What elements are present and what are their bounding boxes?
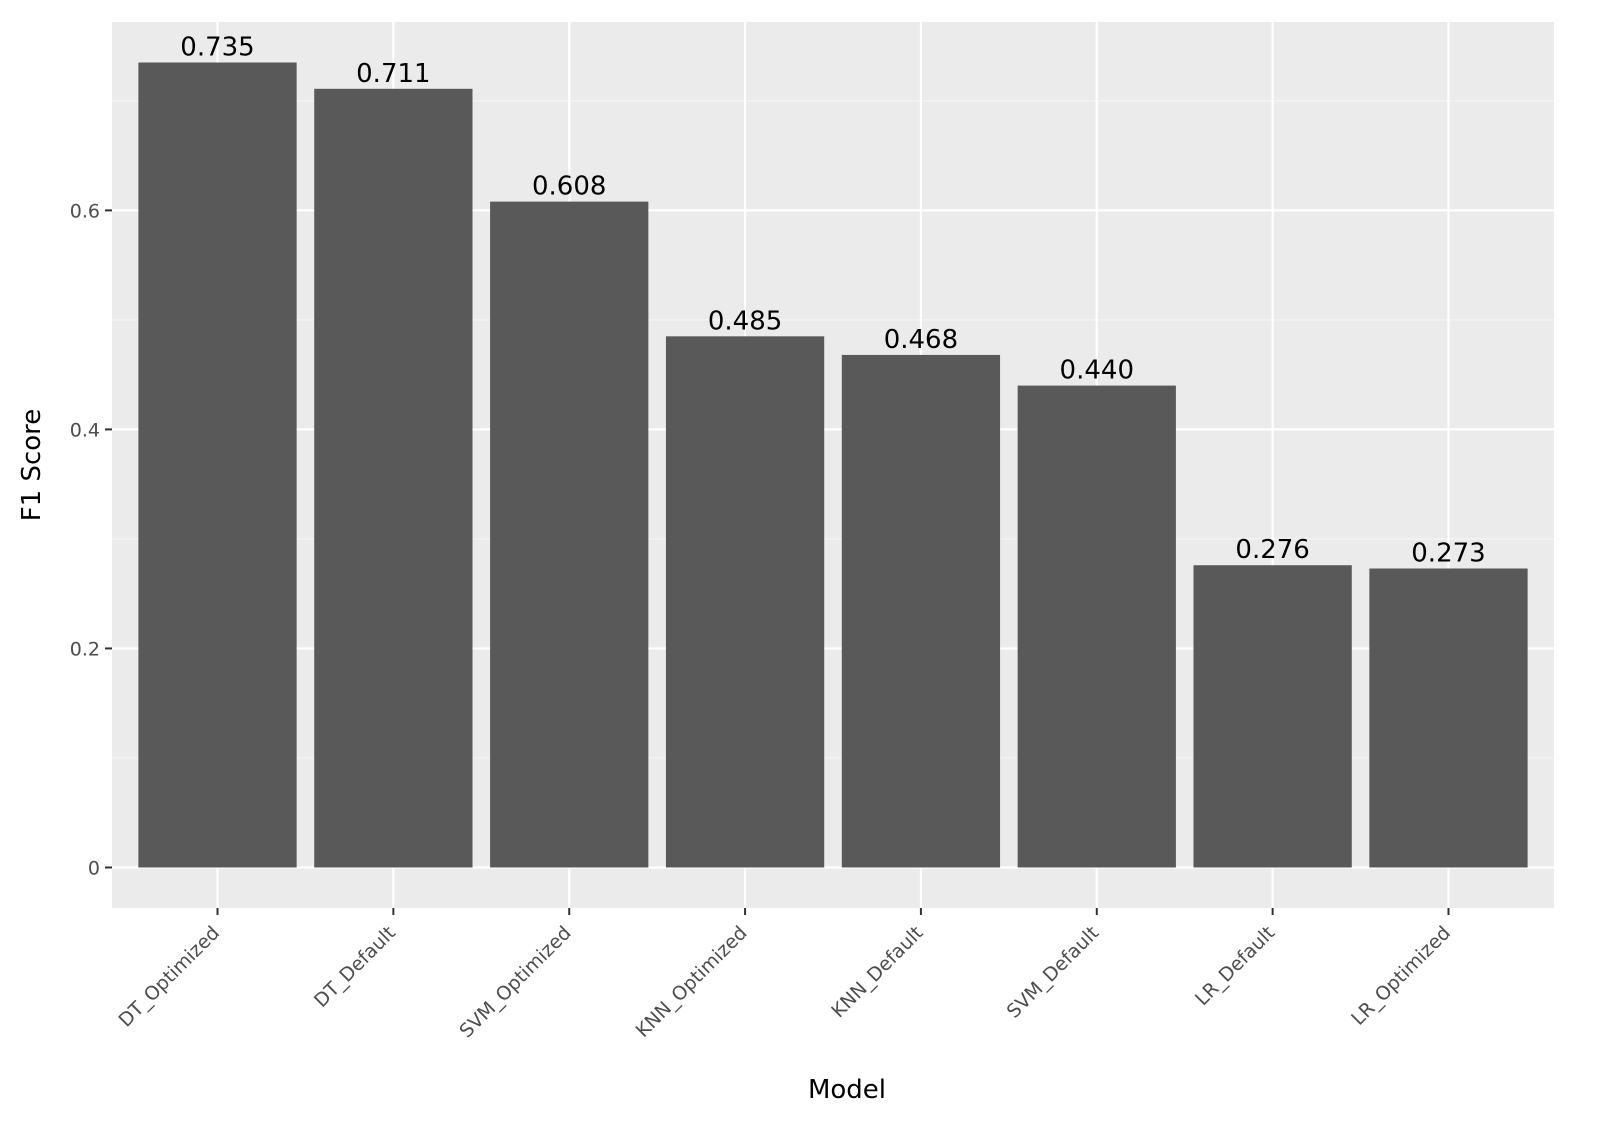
data-label: 0.485	[708, 306, 782, 336]
x-tick-label: SVM_Default	[1003, 922, 1104, 1023]
bars	[138, 62, 1528, 868]
x-tick-label: DT_Optimized	[114, 922, 224, 1032]
y-axis: 0 0.2 0.4 0.6	[70, 200, 112, 879]
data-label: 0.276	[1235, 535, 1309, 565]
data-label: 0.440	[1060, 356, 1134, 386]
bar-LR_Optimized	[1369, 568, 1528, 868]
x-tick-label: LR_Optimized	[1347, 922, 1455, 1030]
data-label: 0.273	[1411, 538, 1485, 568]
data-label: 0.735	[180, 33, 254, 63]
y-tick-label: 0.4	[70, 419, 100, 441]
x-tick-label: DT_Default	[310, 922, 400, 1012]
data-label: 0.468	[884, 325, 958, 355]
x-tick-label: KNN_Default	[827, 922, 927, 1022]
y-axis-title: F1 Score	[17, 409, 47, 522]
data-labels: 0.735 0.711 0.608 0.485 0.468 0.440 0.276 0.273	[180, 33, 1485, 569]
bar-LR_Default	[1193, 565, 1352, 868]
x-tick-label: SVM_Optimized	[455, 922, 575, 1042]
data-label: 0.711	[356, 59, 430, 89]
bar-KNN_Optimized	[665, 336, 825, 868]
x-axis: DT_Optimized DT_Default SVM_Optimized KNN_O…	[114, 908, 1455, 1042]
data-label: 0.608	[532, 172, 606, 202]
y-tick-label: 0.6	[70, 200, 100, 222]
x-axis-title: Model	[808, 1075, 886, 1105]
x-tick-label: KNN_Optimized	[632, 922, 752, 1042]
bar-KNN_Default	[841, 354, 1001, 868]
bar-SVM_Optimized	[490, 201, 649, 868]
bar-DT_Default	[314, 88, 473, 868]
x-tick-label: LR_Default	[1191, 922, 1279, 1010]
y-tick-label: 0	[88, 857, 100, 879]
bar-DT_Optimized	[138, 62, 297, 868]
bar-SVM_Default	[1017, 385, 1176, 868]
y-tick-label: 0.2	[70, 638, 100, 660]
